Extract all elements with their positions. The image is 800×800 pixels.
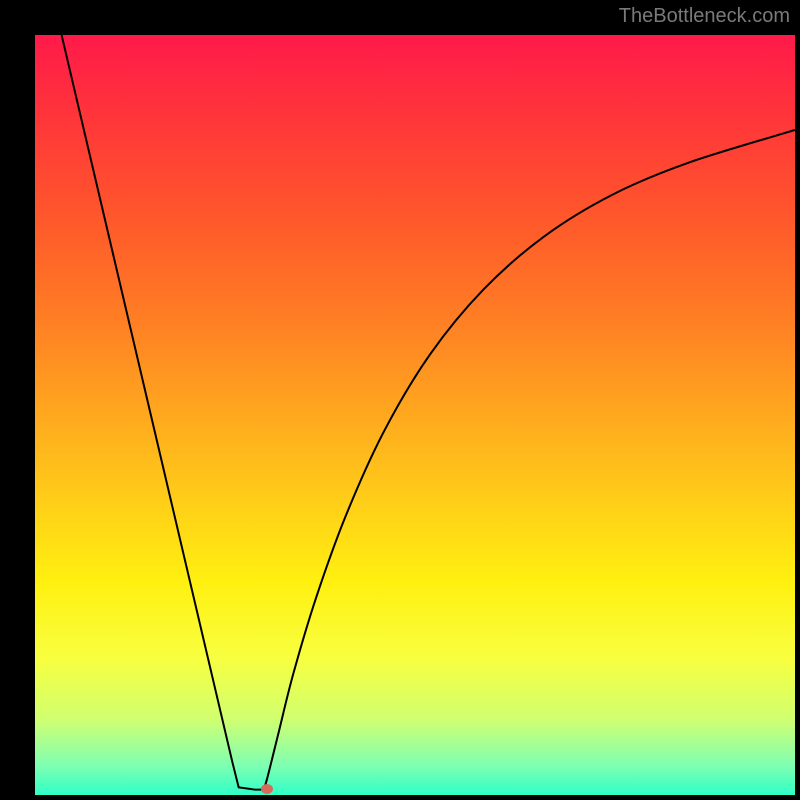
chart-plot-area xyxy=(35,35,795,795)
watermark-text: TheBottleneck.com xyxy=(619,5,790,28)
chart-curve-svg xyxy=(35,35,795,795)
bottleneck-curve-left xyxy=(62,35,263,790)
bottleneck-curve-right xyxy=(263,130,795,790)
current-value-marker xyxy=(261,784,273,794)
